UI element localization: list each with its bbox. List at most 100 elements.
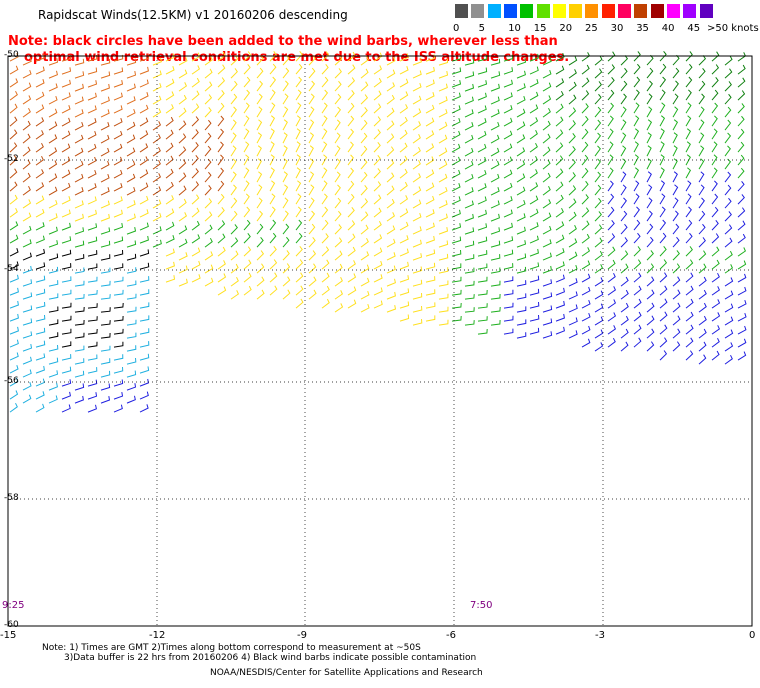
wind-barb [568, 133, 576, 144]
wind-barb [113, 223, 124, 231]
wind-barb [321, 128, 328, 140]
wind-barb [295, 259, 304, 270]
wind-barb [659, 232, 667, 244]
wind-barb [516, 121, 526, 131]
latitude-tick: -54 [4, 264, 19, 274]
wind-barb [698, 210, 706, 222]
wind-barb [594, 264, 604, 274]
wind-barb [451, 196, 461, 205]
wind-barb [48, 240, 59, 248]
wind-barb [74, 395, 84, 404]
wind-barb [22, 252, 32, 261]
wind-barb [360, 264, 370, 274]
wind-barb [503, 79, 513, 88]
wind-barb [516, 108, 526, 118]
wind-barb [217, 180, 225, 192]
wind-barb [61, 354, 72, 361]
wind-barb [9, 326, 19, 335]
wind-barb [100, 294, 111, 300]
wind-barb [464, 320, 475, 326]
wind-barb [373, 274, 383, 283]
legend-swatch [585, 4, 599, 18]
wind-barb [555, 287, 565, 296]
wind-barb [308, 106, 315, 118]
wind-barb [243, 89, 251, 101]
wind-barb [672, 315, 681, 326]
wind-barb [425, 117, 435, 127]
wind-barb [425, 235, 435, 244]
wind-barb [373, 168, 381, 179]
wind-barb [35, 169, 45, 179]
wind-barb [568, 211, 577, 222]
wind-barb [334, 263, 343, 274]
wind-barb [9, 65, 19, 75]
wind-barb [347, 193, 355, 205]
wind-barb [87, 209, 97, 218]
wind-barb [425, 92, 435, 101]
wind-barb [568, 145, 576, 157]
wind-barb [477, 143, 487, 153]
wind-barb [243, 115, 250, 127]
wind-barb [308, 158, 315, 170]
wind-barb [334, 210, 342, 222]
wind-barb [438, 267, 449, 274]
wind-barb [542, 120, 551, 131]
wind-barb [230, 106, 237, 118]
wind-barb [542, 331, 553, 339]
wind-barb [685, 115, 692, 127]
wind-barb [607, 167, 614, 179]
wind-barb [74, 293, 85, 300]
wind-barb [711, 115, 718, 127]
wind-barb [503, 169, 513, 179]
wind-barb [373, 52, 383, 62]
wind-barb [347, 77, 356, 88]
wind-barb [139, 262, 150, 270]
wind-barb [347, 299, 357, 309]
wind-barb [308, 67, 316, 79]
wind-barb [9, 261, 19, 270]
wind-barb [594, 132, 602, 144]
wind-barb [48, 332, 59, 339]
wind-barb [165, 78, 175, 88]
wind-barb [581, 90, 590, 101]
wind-barb [711, 193, 719, 205]
wind-barb [256, 119, 263, 131]
wind-barb [581, 128, 589, 140]
wind-barb [425, 262, 436, 270]
wind-barb [698, 145, 705, 157]
wind-barb [594, 342, 604, 352]
wind-barb [9, 287, 19, 296]
wind-barb [646, 328, 655, 339]
wind-barb [542, 146, 551, 157]
wind-barb [360, 81, 369, 92]
wind-barb [295, 232, 303, 244]
wind-barb [22, 146, 31, 157]
wind-barb [334, 80, 342, 92]
wind-barb [217, 207, 225, 218]
wind-barb [477, 156, 487, 166]
wind-barb [386, 198, 395, 209]
wind-barb [217, 128, 225, 140]
wind-barbs-layer [9, 50, 747, 413]
wind-barb [399, 221, 409, 231]
wind-barb [347, 273, 357, 283]
wind-barb [35, 365, 45, 374]
wind-barb [178, 159, 187, 170]
wind-barb [698, 184, 705, 196]
wind-barb [35, 353, 46, 361]
wind-barb [191, 168, 199, 179]
wind-barb [555, 181, 564, 192]
wind-barb [529, 314, 540, 322]
wind-barb [659, 63, 667, 75]
wind-barb [646, 250, 654, 261]
wind-barb [360, 185, 368, 196]
wind-barb [321, 89, 329, 101]
wind-barb [334, 276, 343, 287]
wind-barb [685, 298, 694, 309]
wind-barb [529, 91, 539, 101]
wind-barb [243, 272, 252, 283]
wind-barb [516, 226, 526, 235]
wind-barb [464, 58, 475, 66]
wind-barb [139, 222, 149, 231]
wind-barb [529, 301, 540, 309]
